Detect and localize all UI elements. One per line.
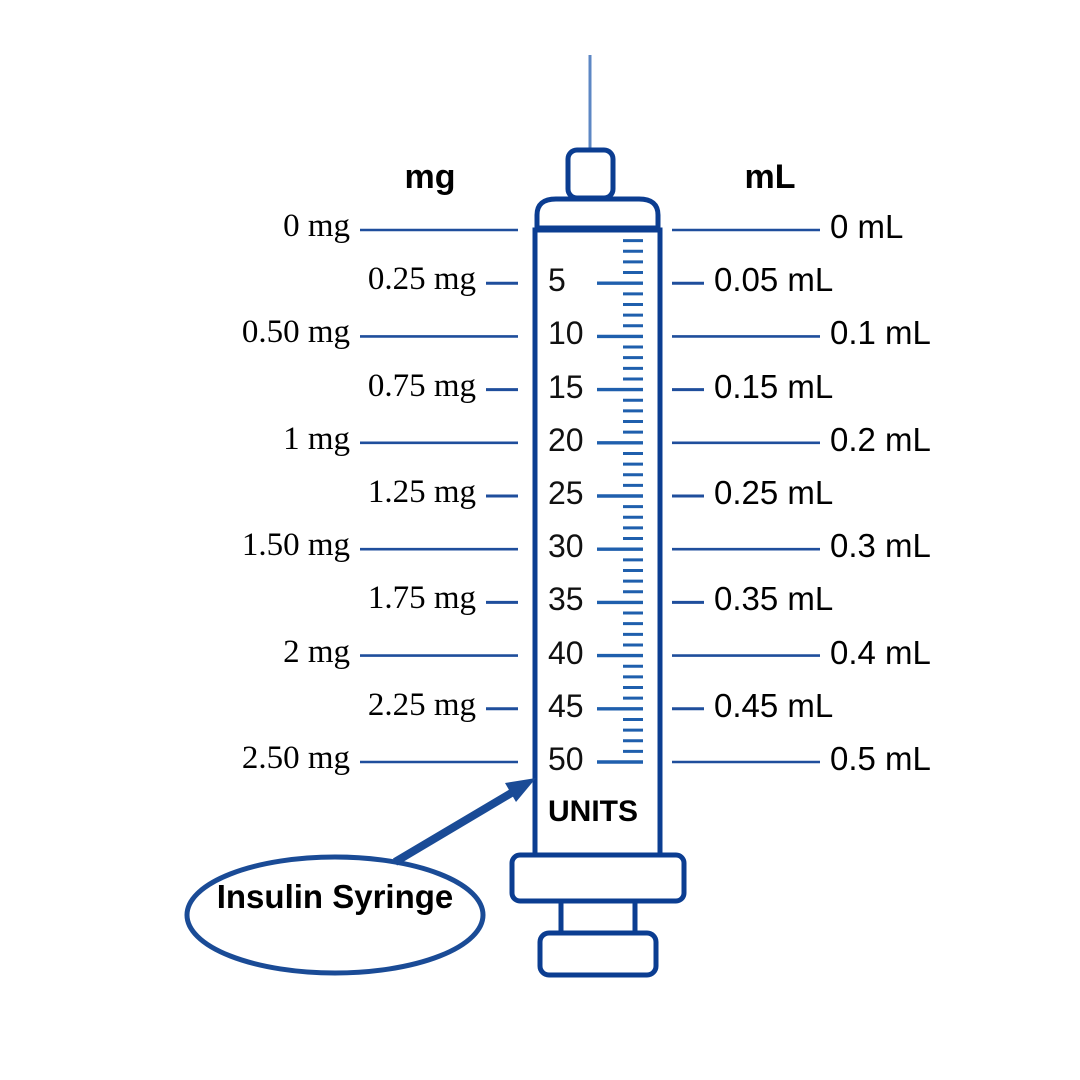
- ml-label-5: 0.25 mL: [714, 474, 834, 511]
- ml-label-4: 0.2 mL: [830, 420, 931, 458]
- ml-label-2: 0.1 mL: [830, 314, 931, 352]
- mg-label-6: 1.50 mg: [241, 527, 350, 564]
- mg-label-0: 0 mg: [283, 208, 350, 244]
- ml-label-1: 0.05 mL: [714, 261, 834, 299]
- barrel-unit-number-40: 40: [548, 634, 584, 671]
- ml-label-7: 0.35 mL: [714, 580, 834, 618]
- ml-label-6: 0.3 mL: [830, 527, 931, 565]
- callout-ellipse: [184, 854, 486, 976]
- barrel-unit-number-15: 15: [548, 368, 584, 405]
- units-word-label: UNITS: [548, 795, 638, 828]
- barrel-unit-number-10: 10: [548, 315, 584, 352]
- ml-label-9: 0.45 mL: [714, 686, 834, 724]
- mg-label-5: 1.25 mg: [367, 474, 476, 510]
- mg-label-4: 1 mg: [283, 420, 350, 457]
- barrel-unit-number-45: 45: [548, 687, 584, 724]
- barrel-unit-number-5: 5: [548, 262, 566, 299]
- header-ml: mL: [744, 158, 796, 196]
- barrel-unit-number-20: 20: [548, 421, 584, 458]
- mg-label-3: 0.75 mg: [367, 367, 476, 404]
- needle-hub: [565, 147, 616, 201]
- mg-label-1: 0.25 mg: [367, 261, 476, 298]
- mg-label-10: 2.50 mg: [241, 740, 350, 776]
- mg-label-9: 2.25 mg: [367, 686, 476, 723]
- barrel-unit-number-30: 30: [548, 528, 584, 565]
- mg-label-2: 0.50 mg: [241, 314, 350, 351]
- mg-label-8: 2 mg: [283, 633, 350, 670]
- plunger-flange: [509, 852, 687, 904]
- ml-label-0: 0 mL: [830, 208, 904, 245]
- ml-label-10: 0.5 mL: [830, 740, 931, 777]
- barrel-unit-number-35: 35: [548, 581, 584, 618]
- barrel-unit-number-25: 25: [548, 475, 584, 511]
- barrel-tick-marks: [597, 239, 643, 764]
- ml-label-8: 0.4 mL: [830, 633, 931, 671]
- barrel-unit-number-50: 50: [548, 741, 584, 777]
- callout-label: Insulin Syringe: [216, 878, 454, 915]
- barrel-collar: [534, 196, 661, 231]
- header-mg: mg: [404, 158, 456, 196]
- mg-label-7: 1.75 mg: [367, 580, 476, 617]
- leader-lines-left: [360, 228, 518, 764]
- callout-arrow-icon: [392, 778, 536, 866]
- plunger-thumb-pad: [537, 930, 659, 978]
- ml-label-3: 0.15 mL: [714, 367, 834, 405]
- leader-lines-right: [672, 228, 820, 764]
